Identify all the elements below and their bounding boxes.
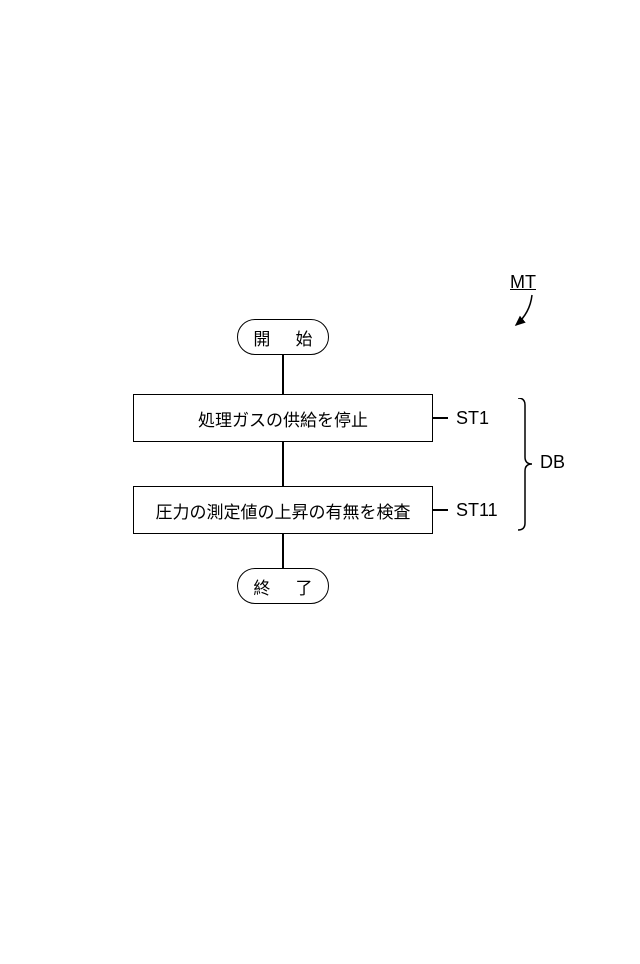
node-st11: 圧力の測定値の上昇の有無を検査 xyxy=(133,486,433,534)
tick xyxy=(433,417,448,419)
flowchart-canvas: MT DB 開 始処理ガスの供給を停止ST1圧力の測定値の上昇の有無を検査ST1… xyxy=(0,0,640,964)
edge xyxy=(282,534,284,568)
tick xyxy=(433,509,448,511)
node-st1: 処理ガスの供給を停止 xyxy=(133,394,433,442)
label-st11: ST11 xyxy=(456,500,498,521)
label-st1: ST1 xyxy=(456,408,489,429)
node-start: 開 始 xyxy=(237,319,329,355)
db-label: DB xyxy=(540,452,565,473)
edge xyxy=(282,442,284,486)
edge xyxy=(282,355,284,394)
mt-arrow xyxy=(506,290,546,330)
node-end: 終 了 xyxy=(237,568,329,604)
